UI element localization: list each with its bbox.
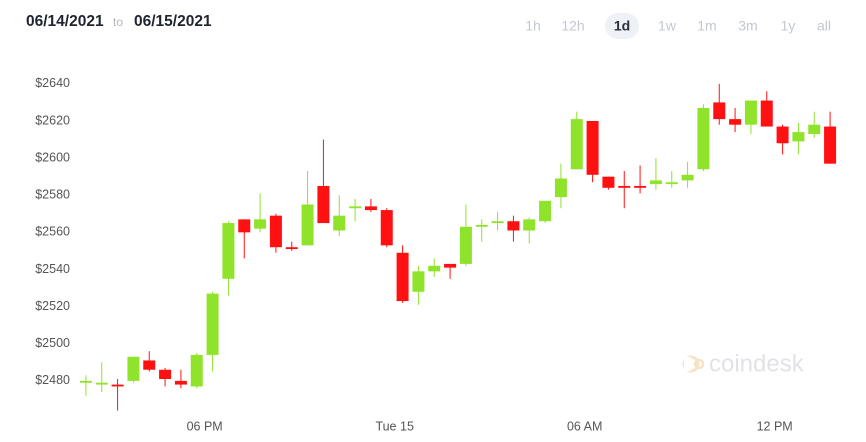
candle-body (95, 382, 108, 385)
candle-body (222, 223, 235, 279)
candle-body (269, 215, 282, 248)
y-tick-label: $2520 (35, 299, 70, 313)
candle-body (206, 293, 219, 355)
start-date: 06/14/2021 (26, 13, 104, 30)
watermark-text: coindesk (709, 350, 805, 377)
candle-body (586, 120, 599, 175)
candle-body (570, 119, 583, 170)
y-tick-label: $2580 (35, 188, 70, 202)
candle-body (190, 354, 203, 387)
candle-body (143, 360, 156, 370)
y-tick-label: $2560 (35, 225, 70, 239)
range-button[interactable]: all (817, 18, 831, 34)
candle-body (301, 204, 314, 246)
range-button-highlight (605, 13, 639, 39)
y-tick-label: $2640 (35, 76, 70, 90)
y-tick-label: $2500 (35, 336, 70, 350)
plot-area: $2480 $2500 $2520 $2540 $2560 $2580 $2600 $2620… (35, 76, 837, 433)
y-tick-label: $2600 (35, 150, 70, 164)
x-tick-label: 06 AM (567, 419, 602, 433)
candle-body (618, 185, 631, 188)
x-tick-label: Tue 15 (375, 419, 414, 433)
candle-body (602, 176, 615, 188)
candle-body (238, 219, 251, 233)
range-button[interactable]: 1w (658, 18, 677, 34)
candle-body (634, 185, 647, 188)
candle-body (444, 263, 457, 268)
range-buttons: 1h 12h 1d 1w 1m 3m 1y all (525, 13, 831, 39)
candle-body (697, 107, 710, 170)
y-tick-label: $2540 (35, 262, 70, 276)
candle-body (507, 221, 520, 231)
candle-body (554, 178, 567, 198)
y-tick-label: $2620 (35, 113, 70, 127)
candle-body (127, 356, 140, 381)
candle-body (380, 210, 393, 246)
end-date: 06/15/2021 (134, 13, 212, 30)
candle-body (159, 369, 172, 380)
candle-body (396, 252, 409, 302)
candle-body (649, 180, 662, 185)
candle-body (776, 126, 789, 144)
candle-body (285, 247, 298, 250)
candle-body (412, 271, 425, 292)
candle-body (744, 100, 757, 125)
candle-body (792, 132, 805, 142)
candle-body (111, 384, 124, 387)
candle-body (254, 219, 267, 229)
candle-body (539, 200, 552, 222)
range-button[interactable]: 1y (781, 18, 796, 34)
candle-body (333, 215, 346, 231)
candle-body (174, 380, 187, 385)
candle-body (475, 224, 488, 227)
y-tick-label: $2480 (35, 373, 70, 387)
range-button[interactable]: 3m (738, 18, 757, 34)
candle-body (713, 102, 726, 120)
candle-body (760, 100, 773, 127)
candle-body (349, 206, 362, 209)
watermark-logo-cut (684, 357, 691, 371)
date-separator: to (113, 15, 123, 29)
candle-body (665, 182, 678, 185)
candle-body (428, 265, 441, 272)
candle-body (79, 380, 92, 383)
x-tick-label: 06 PM (187, 419, 223, 433)
watermark-logo-inner (693, 358, 705, 370)
range-button[interactable]: 12h (561, 18, 584, 34)
range-button[interactable]: 1h (525, 18, 541, 34)
candle-body (681, 174, 694, 181)
range-button[interactable]: 1m (697, 18, 716, 34)
range-button[interactable]: 1d (614, 18, 630, 34)
candle-body (523, 219, 536, 231)
header: 06/14/2021 to 06/15/2021 (26, 13, 212, 30)
candle-body (459, 226, 472, 264)
watermark: coindesk (682, 350, 805, 377)
candle-body (491, 221, 504, 224)
candle-body (364, 206, 377, 211)
candle-body (729, 119, 742, 125)
x-tick-label: 12 PM (757, 419, 793, 433)
candle-body (824, 126, 837, 164)
candle-body (317, 185, 330, 224)
candle-body (808, 124, 821, 134)
